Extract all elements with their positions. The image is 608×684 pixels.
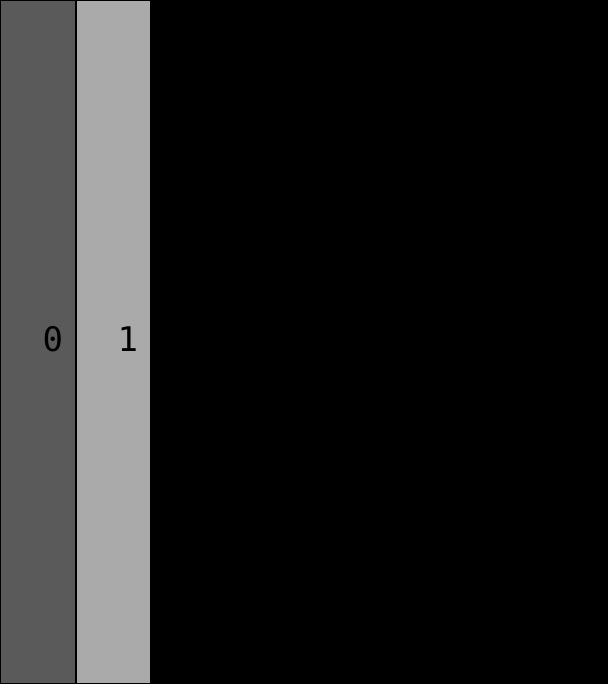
empty-area: [151, 1, 607, 683]
column-0-label: 0: [42, 320, 63, 360]
column-0[interactable]: 0: [1, 1, 75, 683]
column-1-label: 1: [117, 320, 138, 360]
column-1[interactable]: 1: [77, 1, 150, 683]
